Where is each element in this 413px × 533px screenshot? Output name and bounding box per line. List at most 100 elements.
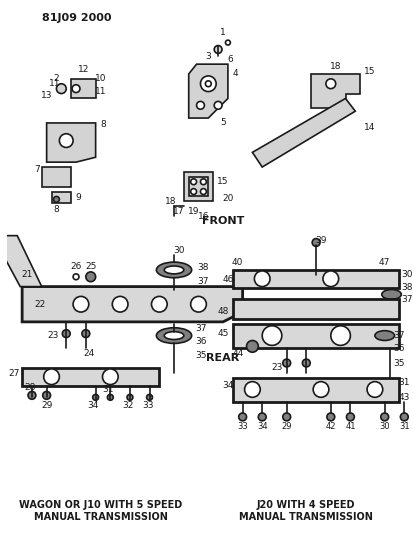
Circle shape xyxy=(312,239,320,246)
Circle shape xyxy=(43,391,50,399)
Text: 48: 48 xyxy=(217,306,229,316)
Text: 32: 32 xyxy=(122,401,134,410)
Circle shape xyxy=(200,179,206,184)
Text: 31: 31 xyxy=(399,422,410,431)
Ellipse shape xyxy=(164,266,184,274)
Text: 37: 37 xyxy=(394,331,405,340)
Circle shape xyxy=(127,394,133,400)
Text: 7: 7 xyxy=(34,165,40,174)
Ellipse shape xyxy=(157,328,192,343)
Polygon shape xyxy=(22,287,242,322)
Text: 20: 20 xyxy=(222,194,234,203)
Text: 30: 30 xyxy=(173,246,185,255)
Circle shape xyxy=(313,382,329,397)
Text: 3: 3 xyxy=(205,52,211,61)
Circle shape xyxy=(205,81,211,87)
Circle shape xyxy=(57,84,66,94)
Text: 29: 29 xyxy=(281,422,292,431)
Circle shape xyxy=(323,271,339,287)
Circle shape xyxy=(214,101,222,109)
Text: 45: 45 xyxy=(217,329,229,338)
Circle shape xyxy=(28,391,36,399)
Text: 38: 38 xyxy=(198,263,209,272)
Ellipse shape xyxy=(382,289,401,300)
Circle shape xyxy=(367,382,383,397)
Ellipse shape xyxy=(375,330,394,341)
Circle shape xyxy=(73,274,79,280)
Circle shape xyxy=(327,413,335,421)
Circle shape xyxy=(258,413,266,421)
Circle shape xyxy=(54,197,59,203)
Text: 37: 37 xyxy=(196,324,207,333)
Text: 12: 12 xyxy=(78,64,90,74)
Text: 17: 17 xyxy=(173,207,185,216)
Circle shape xyxy=(331,326,350,345)
Text: 37: 37 xyxy=(198,277,209,286)
Text: 2: 2 xyxy=(54,74,59,83)
Polygon shape xyxy=(189,64,228,118)
Circle shape xyxy=(72,85,80,93)
Circle shape xyxy=(73,296,89,312)
Circle shape xyxy=(197,101,204,109)
Circle shape xyxy=(381,413,389,421)
Text: FRONT: FRONT xyxy=(202,216,244,226)
Circle shape xyxy=(147,394,152,400)
Text: 30: 30 xyxy=(380,422,390,431)
Circle shape xyxy=(283,359,291,367)
Text: 42: 42 xyxy=(325,422,336,431)
Text: 34: 34 xyxy=(87,401,98,410)
Text: 31: 31 xyxy=(399,378,410,387)
Text: 24: 24 xyxy=(83,349,95,358)
Circle shape xyxy=(62,330,70,337)
Polygon shape xyxy=(0,236,42,287)
Circle shape xyxy=(191,189,197,195)
Text: 39: 39 xyxy=(315,236,327,245)
Text: 37: 37 xyxy=(401,295,413,304)
Text: 5: 5 xyxy=(220,118,226,127)
Text: WAGON OR J10 WITH 5 SPEED: WAGON OR J10 WITH 5 SPEED xyxy=(19,500,182,510)
Polygon shape xyxy=(233,300,399,319)
Text: 18: 18 xyxy=(330,62,342,70)
Text: 18: 18 xyxy=(165,197,177,206)
Text: 30: 30 xyxy=(401,270,413,279)
Circle shape xyxy=(283,413,291,421)
Ellipse shape xyxy=(157,262,192,278)
Circle shape xyxy=(112,296,128,312)
Text: 44: 44 xyxy=(232,349,243,358)
Text: REAR: REAR xyxy=(206,353,240,363)
Ellipse shape xyxy=(164,332,184,340)
Circle shape xyxy=(239,413,247,421)
Text: 9: 9 xyxy=(75,193,81,202)
Text: 8: 8 xyxy=(54,205,59,214)
Circle shape xyxy=(102,369,118,385)
Circle shape xyxy=(400,413,408,421)
Text: 4: 4 xyxy=(233,69,239,78)
Text: 28: 28 xyxy=(24,383,36,392)
Circle shape xyxy=(302,359,310,367)
Circle shape xyxy=(254,271,270,287)
Text: J20 WITH 4 SPEED: J20 WITH 4 SPEED xyxy=(257,500,356,510)
Circle shape xyxy=(86,272,96,281)
Polygon shape xyxy=(311,74,360,108)
Text: 11: 11 xyxy=(95,87,106,96)
Text: 1: 1 xyxy=(220,28,226,37)
Text: 35: 35 xyxy=(196,351,207,360)
Text: 34: 34 xyxy=(257,422,268,431)
Polygon shape xyxy=(22,368,159,385)
Text: 33: 33 xyxy=(142,401,153,410)
Polygon shape xyxy=(233,324,399,349)
Text: MANUAL TRANSMISSION: MANUAL TRANSMISSION xyxy=(240,512,373,522)
Bar xyxy=(71,79,96,99)
Text: 47: 47 xyxy=(379,257,390,266)
Text: 34: 34 xyxy=(222,381,234,390)
Circle shape xyxy=(93,394,99,400)
Circle shape xyxy=(200,76,216,92)
Text: 6: 6 xyxy=(227,55,233,64)
Text: 81J09 2000: 81J09 2000 xyxy=(42,13,111,23)
Text: 10: 10 xyxy=(95,74,106,83)
Text: 8: 8 xyxy=(101,120,106,130)
Bar xyxy=(184,172,213,201)
Circle shape xyxy=(191,179,197,184)
Text: 38: 38 xyxy=(401,283,413,292)
Circle shape xyxy=(214,45,222,53)
